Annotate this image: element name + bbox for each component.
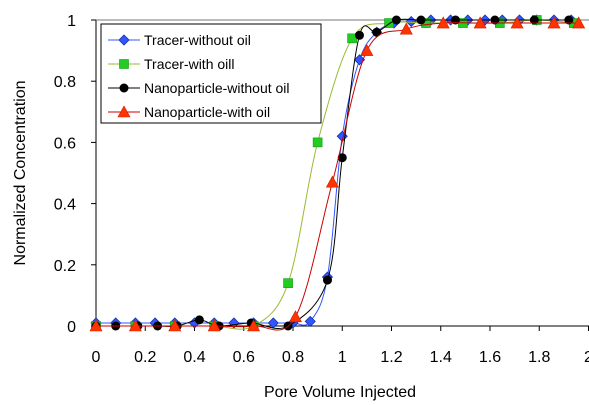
legend-label: Tracer-without oil bbox=[144, 32, 251, 48]
x-tick-label: 0.2 bbox=[134, 349, 156, 366]
circle-marker bbox=[391, 15, 401, 25]
x-ticks: 0 0.2 0.4 0.6 0.8 1 1.2 1.4 1.6 1.8 2 bbox=[92, 326, 589, 366]
circle-marker bbox=[529, 15, 539, 25]
triangle-marker bbox=[247, 319, 261, 332]
x-tick-label: 0.8 bbox=[282, 349, 304, 366]
series-line bbox=[96, 22, 579, 331]
x-tick-label: 1 bbox=[338, 349, 347, 366]
x-tick-label: 2 bbox=[584, 349, 589, 366]
triangle-marker bbox=[510, 16, 524, 29]
triangle-marker bbox=[572, 16, 586, 29]
triangle-marker bbox=[360, 43, 374, 56]
triangle-marker bbox=[325, 175, 339, 188]
x-tick-label: 0.4 bbox=[183, 349, 205, 366]
x-tick-label: 1.2 bbox=[380, 349, 402, 366]
legend-label: Tracer-with oill bbox=[144, 56, 235, 72]
legend-circle-marker bbox=[119, 83, 129, 93]
diamond-marker bbox=[304, 315, 316, 327]
triangle-marker bbox=[207, 319, 221, 332]
y-tick-label: 1 bbox=[67, 13, 76, 30]
triangle-marker bbox=[436, 16, 450, 29]
triangle-marker bbox=[473, 16, 487, 29]
circle-marker bbox=[416, 15, 426, 25]
x-axis-title: Pore Volume Injected bbox=[264, 384, 416, 401]
circle-marker bbox=[354, 30, 364, 40]
legend: Tracer-without oil Tracer-with oill Nanopa… bbox=[100, 23, 322, 124]
x-tick-label: 0 bbox=[92, 349, 101, 366]
diamond-marker bbox=[405, 15, 417, 28]
legend-label: Nanoparticle-without oil bbox=[144, 80, 290, 96]
legend-triangle-marker bbox=[117, 105, 131, 118]
triangle-marker bbox=[168, 319, 182, 332]
square-marker bbox=[283, 278, 293, 288]
x-tick-label: 0.6 bbox=[233, 349, 255, 366]
circle-marker bbox=[372, 27, 382, 37]
circle-marker bbox=[337, 153, 347, 163]
circle-marker bbox=[490, 15, 500, 25]
y-tick-label: 0.2 bbox=[54, 258, 76, 275]
series-3 bbox=[89, 16, 586, 332]
triangle-marker bbox=[547, 16, 561, 29]
triangle-marker bbox=[288, 310, 302, 323]
y-tick-label: 0.4 bbox=[54, 197, 76, 214]
circle-marker bbox=[322, 275, 332, 285]
legend-label: Nanoparticle-with oil bbox=[144, 104, 270, 120]
triangle-marker bbox=[399, 22, 413, 35]
circle-marker bbox=[564, 15, 574, 25]
square-marker bbox=[312, 137, 323, 148]
x-tick-label: 1.6 bbox=[479, 349, 501, 366]
y-tick-label: 0 bbox=[67, 319, 76, 336]
triangle-marker bbox=[89, 319, 103, 332]
legend-diamond-marker bbox=[118, 34, 130, 46]
x-tick-label: 1.4 bbox=[430, 349, 452, 366]
x-tick-label: 1.8 bbox=[528, 349, 550, 366]
series-layer bbox=[89, 14, 586, 332]
y-ticks: 0 0.2 0.4 0.6 0.8 1 bbox=[54, 13, 96, 336]
circle-marker bbox=[194, 315, 204, 325]
y-axis-title: Normalized Concentration bbox=[12, 81, 29, 266]
legend-square-marker bbox=[119, 59, 129, 69]
triangle-marker bbox=[128, 319, 142, 332]
y-tick-label: 0.6 bbox=[54, 135, 76, 152]
axes: 0 0.2 0.4 0.6 0.8 1 1.2 1.4 1.6 1.8 2 0 0.2 0.4 0.6 0.… bbox=[54, 13, 589, 366]
y-tick-label: 0.8 bbox=[54, 74, 76, 91]
